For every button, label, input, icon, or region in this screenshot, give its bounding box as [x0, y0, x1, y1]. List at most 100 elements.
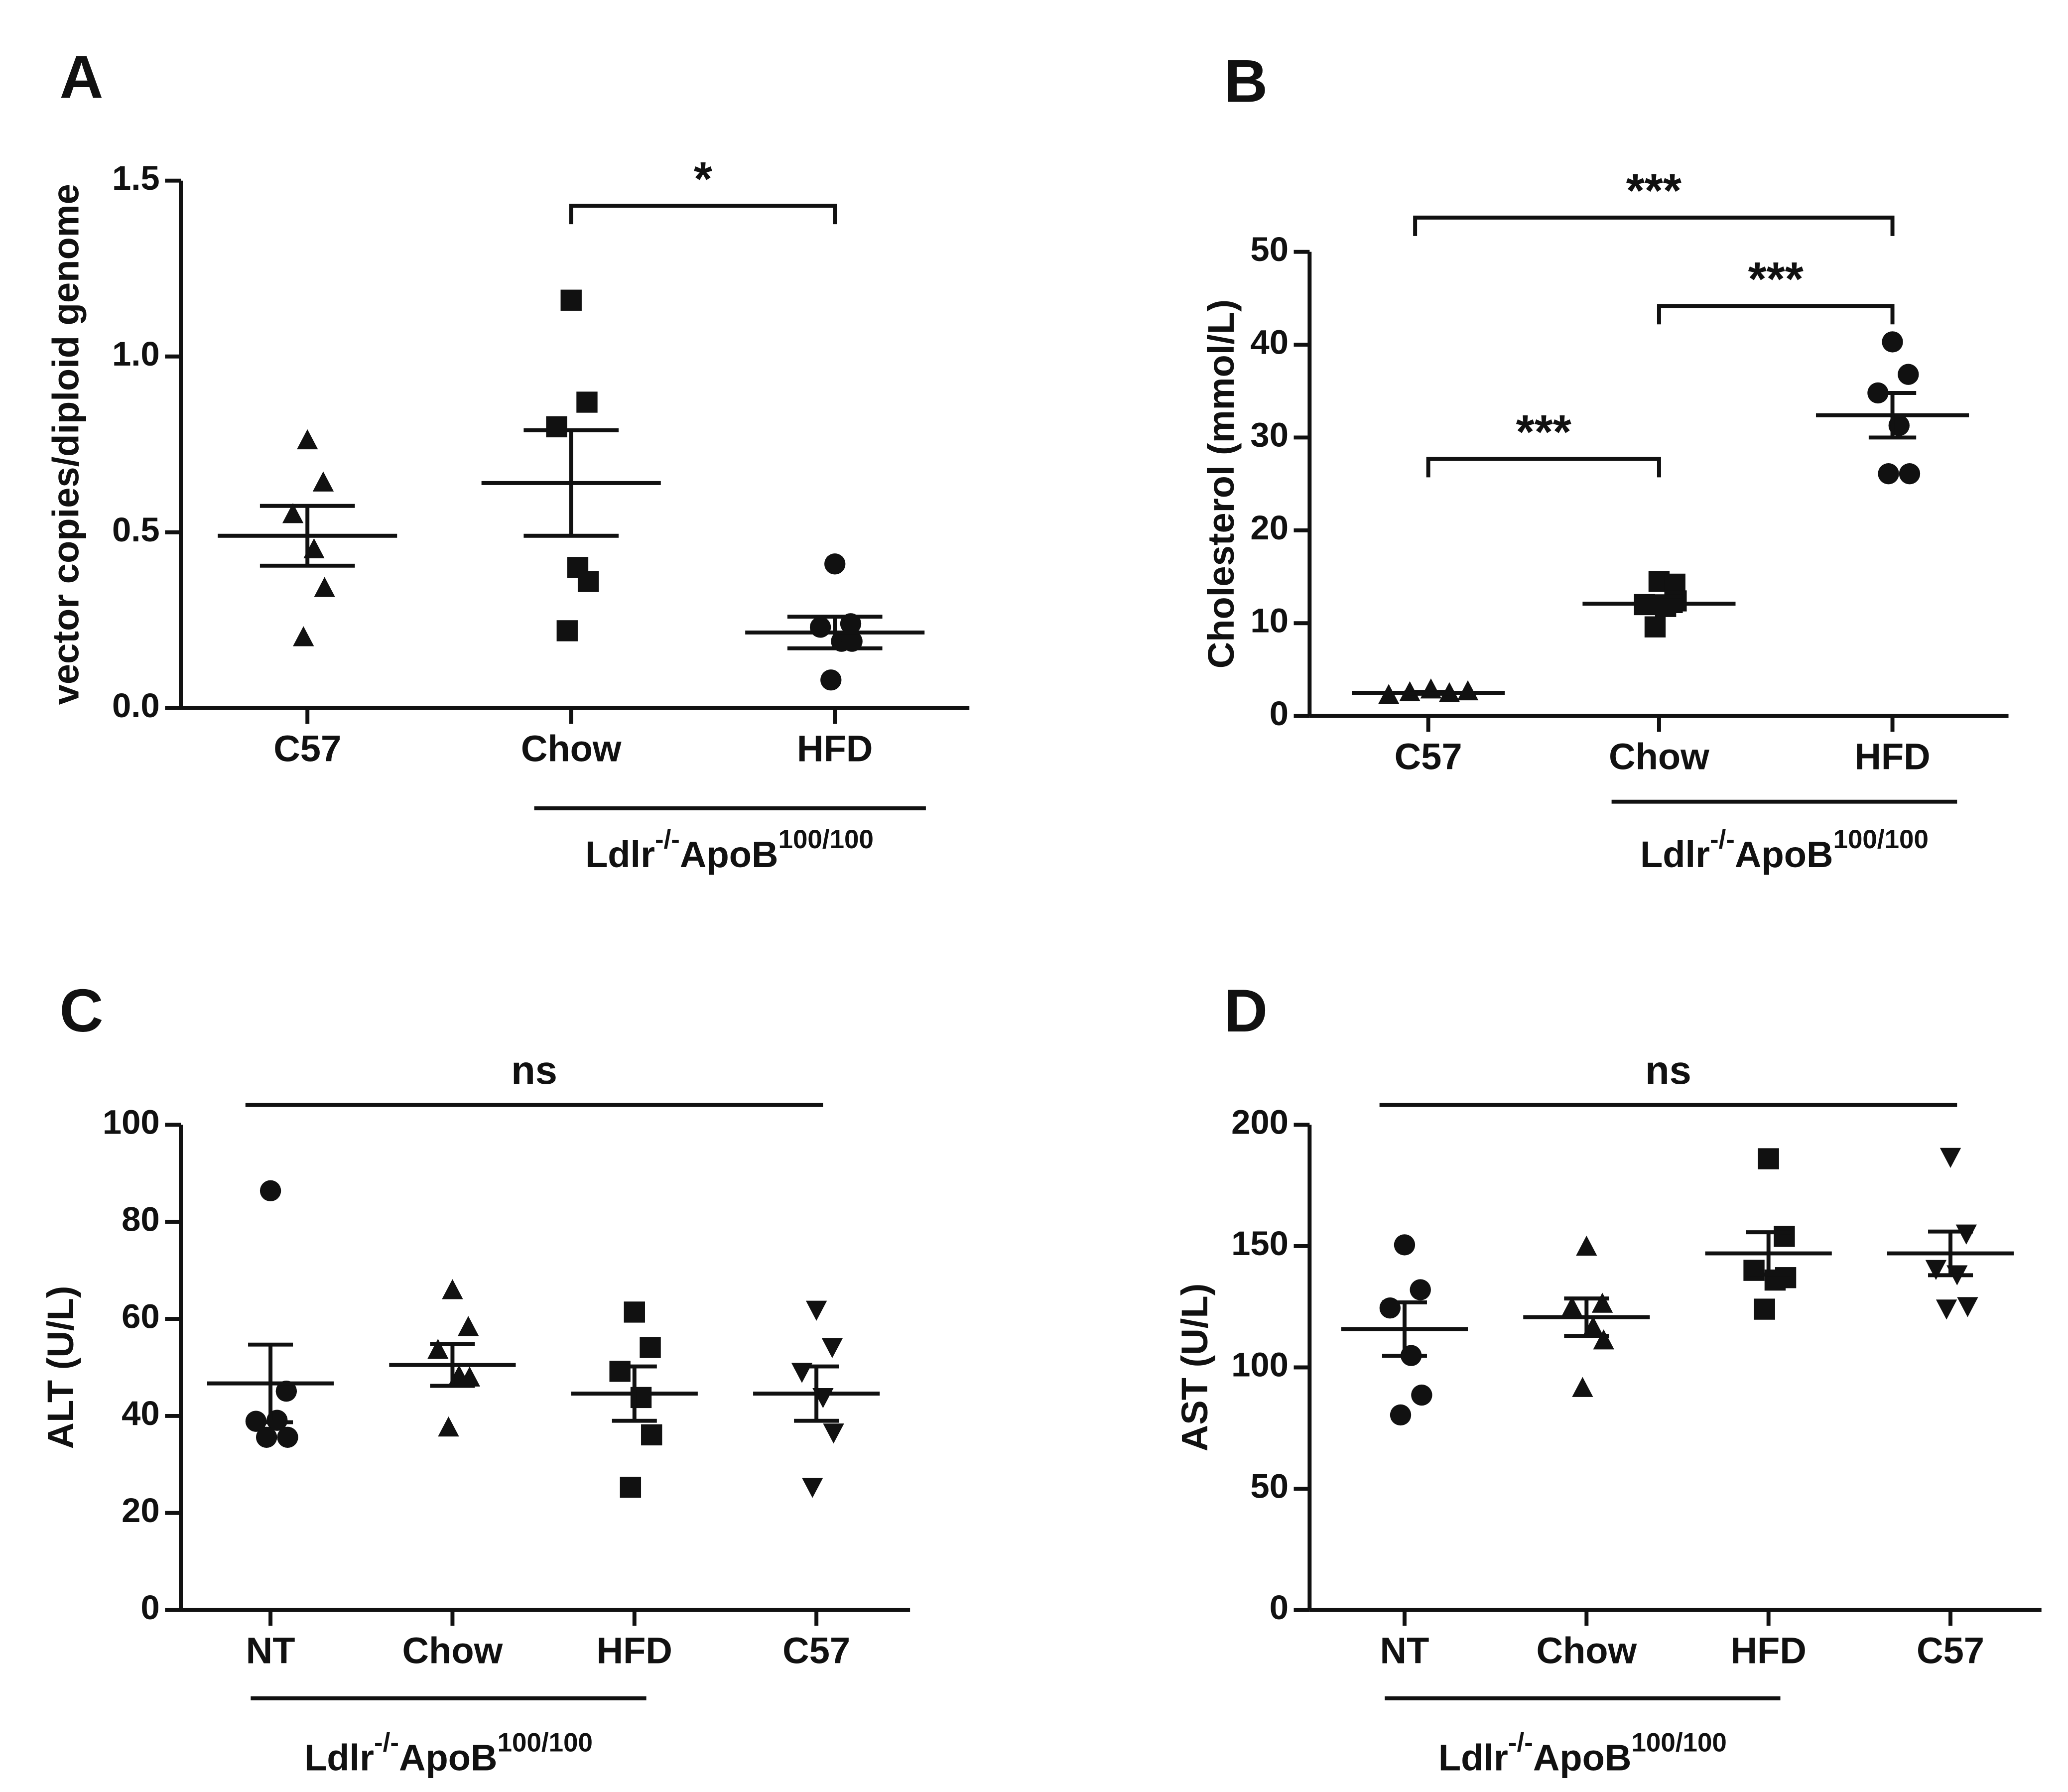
y-axis-label: Cholesterol (mmol/L) [1200, 299, 1242, 668]
data-point [824, 553, 846, 575]
data-point [1775, 1267, 1797, 1288]
data-point [1561, 1296, 1583, 1317]
y-tick-label: 0 [1270, 694, 1289, 733]
group-label-text: Ldlr [1640, 833, 1710, 875]
data-point [640, 1337, 661, 1358]
data-point [1955, 1224, 1977, 1245]
data-point [1754, 1298, 1775, 1320]
y-tick-label: 0.5 [112, 511, 160, 549]
group-label-superscript: -/- [1508, 1728, 1533, 1758]
data-point [546, 416, 567, 438]
x-tick-label: C57 [782, 1630, 850, 1671]
data-point [282, 503, 304, 523]
data-point [277, 1426, 298, 1448]
x-tick-label: Chow [1536, 1630, 1637, 1671]
x-tick-label: NT [1380, 1630, 1429, 1671]
x-tick-label: HFD [1854, 736, 1930, 777]
group-label-text: Ldlr [1438, 1737, 1508, 1778]
y-tick-label: 0.0 [112, 686, 160, 725]
x-tick-label: C57 [1395, 736, 1462, 777]
data-point [1878, 463, 1899, 485]
data-point [1957, 1297, 1978, 1317]
panel-letter: A [59, 43, 103, 111]
data-point [1644, 616, 1666, 638]
y-tick-label: 200 [1231, 1103, 1289, 1142]
y-tick-label: 0 [140, 1588, 159, 1627]
group-label-superscript: -/- [374, 1728, 399, 1758]
panel-letter: B [1224, 47, 1268, 115]
significance-bracket [1426, 457, 1661, 478]
data-point [576, 391, 598, 413]
group-label-text: Ldlr [585, 833, 655, 875]
data-point [1593, 1329, 1614, 1350]
data-point [1390, 1404, 1412, 1426]
group-label-superscript: 100/100 [1833, 825, 1929, 854]
data-point [1394, 1234, 1416, 1256]
data-point [609, 1361, 631, 1382]
y-tick-label: 40 [122, 1394, 160, 1432]
data-point [427, 1339, 449, 1359]
y-tick-label: 1.0 [112, 335, 160, 373]
significance-bracket [1657, 304, 1895, 325]
x-tick-label: HFD [597, 1630, 672, 1671]
significance-bracket [569, 204, 837, 225]
x-tick-label: HFD [797, 728, 873, 769]
data-point [1591, 1292, 1613, 1313]
x-tick-label: C57 [1917, 1630, 1984, 1671]
data-point [809, 617, 831, 638]
significance-label: * [694, 153, 712, 206]
data-point [1666, 590, 1687, 612]
data-point [1899, 463, 1921, 485]
data-point [641, 1424, 662, 1446]
data-point [297, 429, 318, 450]
y-tick-label: 100 [1231, 1346, 1289, 1384]
data-point [442, 1279, 463, 1299]
data-point [1939, 1148, 1961, 1168]
x-tick-label: Chow [402, 1630, 503, 1671]
group-label-superscript: 100/100 [1631, 1728, 1726, 1758]
significance-label: ns [511, 1048, 557, 1092]
data-point [802, 1478, 823, 1498]
panel-letter: D [1224, 977, 1268, 1044]
significance-label: ns [1645, 1048, 1691, 1092]
y-tick-label: 10 [1250, 601, 1289, 640]
data-point [1925, 1260, 1947, 1280]
group-label-superscript: -/- [1710, 825, 1735, 854]
y-axis-label: vector copies/diploid genome [45, 184, 87, 705]
significance-label: *** [1626, 165, 1681, 218]
data-point [821, 1338, 843, 1358]
y-tick-label: 30 [1250, 416, 1289, 454]
x-tick-label: NT [246, 1630, 295, 1671]
data-point [1411, 1384, 1432, 1406]
x-tick-label: Chow [1609, 736, 1709, 777]
data-point [459, 1366, 481, 1387]
data-point [1758, 1148, 1779, 1169]
group-label-text: ApoB [1533, 1737, 1632, 1778]
y-tick-label: 1.5 [112, 159, 160, 197]
data-point [820, 669, 842, 691]
y-tick-label: 80 [122, 1200, 160, 1238]
significance-bracket [1413, 215, 1895, 236]
data-point [314, 577, 335, 597]
data-point [1743, 1260, 1765, 1281]
group-label-text: Ldlr [304, 1737, 374, 1778]
data-point [275, 1381, 297, 1402]
data-point [1572, 1377, 1593, 1397]
y-tick-label: 60 [122, 1297, 160, 1335]
group-label-text: ApoB [680, 833, 778, 875]
y-tick-label: 20 [122, 1491, 160, 1530]
x-tick-label: Chow [521, 728, 622, 769]
data-point [1882, 331, 1903, 353]
group-label: Ldlr-/-ApoB100/100 [585, 825, 874, 875]
data-point [458, 1316, 479, 1336]
group-label-superscript: 100/100 [778, 825, 874, 854]
data-point [259, 1180, 281, 1202]
y-tick-label: 100 [103, 1103, 160, 1142]
significance-label: *** [1748, 253, 1804, 306]
y-axis-label: AST (U/L) [1174, 1283, 1215, 1452]
group-label: Ldlr-/-ApoB100/100 [304, 1728, 593, 1778]
x-tick-label: HFD [1731, 1630, 1807, 1671]
y-tick-label: 40 [1250, 323, 1289, 361]
